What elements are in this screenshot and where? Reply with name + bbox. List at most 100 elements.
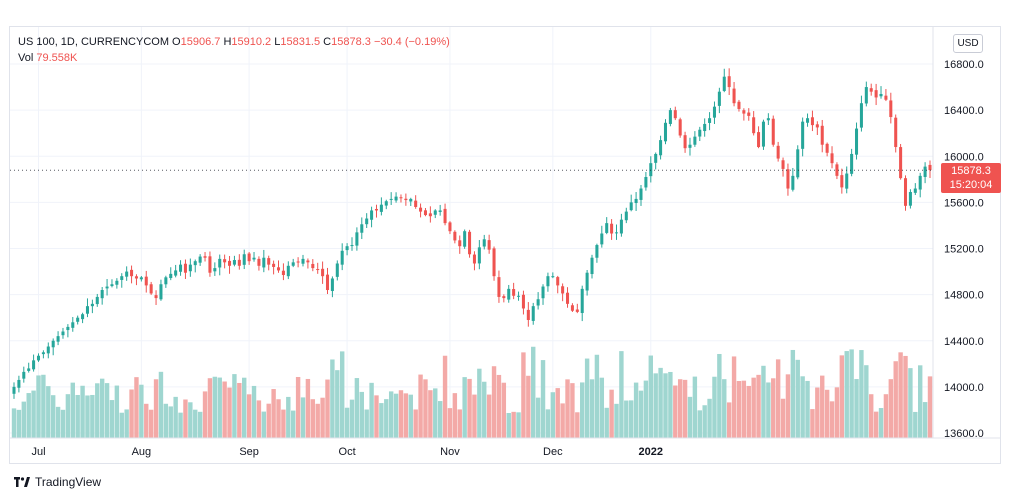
candle — [379, 197, 383, 216]
candle — [335, 260, 339, 281]
volume-bar — [158, 371, 164, 438]
candle — [95, 293, 99, 307]
candle-body — [899, 147, 903, 179]
candle — [237, 254, 241, 270]
candle — [644, 171, 648, 191]
volume-bar — [766, 382, 771, 438]
currency-button[interactable]: USD — [953, 34, 983, 53]
candle — [340, 243, 344, 271]
volume-bar — [330, 359, 335, 438]
volume-bar — [673, 385, 678, 438]
candle — [61, 327, 65, 339]
candle — [169, 267, 173, 281]
candle-body — [913, 188, 917, 193]
candle-body — [350, 245, 354, 247]
last-price-value: 15878.3 — [951, 165, 991, 177]
candle — [193, 259, 197, 273]
candle-body — [36, 355, 41, 361]
volume-bar — [824, 389, 830, 438]
candle — [771, 115, 775, 147]
price-tick-label: 15200.0 — [944, 244, 984, 256]
candle-body — [595, 245, 599, 258]
candle — [668, 107, 672, 127]
volume-legend: Vol 79.558K — [18, 52, 77, 64]
time-axis: Jul Aug Sep Oct Nov Dec 2022 — [31, 446, 663, 458]
candle-body — [335, 263, 339, 277]
candle-body — [634, 198, 638, 204]
candle-body — [242, 254, 246, 265]
candle-body — [110, 284, 114, 287]
volume-bar — [873, 411, 879, 438]
close-value: 15878.3 — [331, 36, 371, 48]
candle-body — [835, 164, 839, 176]
price-tick-label: 14000.0 — [944, 382, 984, 394]
price-tick-label: 16000.0 — [944, 151, 984, 163]
candle-body — [791, 175, 795, 190]
candle-body — [237, 259, 241, 266]
volume-bar — [560, 403, 565, 438]
candle — [350, 237, 354, 251]
volume-bar — [153, 379, 159, 438]
candle-body — [742, 110, 746, 114]
candle-body — [41, 352, 45, 355]
volume-bar — [398, 390, 404, 438]
volume-bar — [584, 358, 590, 438]
volume-bar — [589, 379, 595, 438]
candle — [605, 217, 609, 235]
branding[interactable]: TradingView — [14, 475, 101, 489]
candle — [32, 354, 36, 372]
candle-body — [433, 210, 437, 215]
candle — [247, 251, 251, 265]
candle — [468, 229, 472, 258]
volume-bar — [457, 409, 462, 438]
volume-bar — [922, 402, 928, 438]
volume-bar — [300, 397, 306, 438]
candle — [634, 192, 638, 211]
volume-label[interactable]: Vol — [18, 52, 34, 64]
candle-body — [208, 256, 212, 273]
candle — [517, 291, 521, 301]
candle — [144, 270, 148, 293]
volume-bar — [437, 401, 443, 438]
candle-body — [830, 153, 834, 164]
volume-bar — [663, 373, 668, 438]
volume-bar — [540, 360, 546, 438]
candle-body — [213, 268, 217, 272]
volume-bar — [124, 409, 129, 438]
candle-body — [56, 336, 60, 342]
last-price-badge: 15878.3 15:20:04 — [941, 163, 1001, 193]
volume-bar — [295, 376, 301, 438]
candle — [482, 234, 486, 250]
candle — [81, 312, 85, 324]
candle — [717, 87, 721, 114]
candle-body — [174, 270, 178, 276]
candle-body — [703, 123, 707, 132]
candle-body — [708, 118, 712, 123]
candle-body — [526, 309, 530, 320]
volume-bar — [26, 393, 31, 438]
candle — [747, 108, 751, 121]
candle — [708, 112, 712, 131]
time-tick-label: Dec — [543, 446, 563, 458]
candle — [556, 275, 560, 294]
candle — [600, 225, 604, 248]
candle — [845, 166, 849, 194]
volume-bar — [643, 380, 649, 438]
volume-bar — [129, 389, 134, 438]
candle-body — [600, 233, 604, 245]
symbol-name[interactable]: US 100, 1D, CURRENCYCOM — [18, 36, 169, 48]
candle-body — [570, 305, 574, 311]
candle-body — [120, 276, 124, 280]
volume-bar — [692, 376, 698, 438]
candle-body — [399, 197, 403, 199]
candle — [850, 148, 854, 177]
candle-body — [477, 247, 481, 264]
volume-bar — [315, 403, 320, 438]
candle — [311, 259, 315, 272]
candle — [423, 207, 427, 217]
candle — [659, 135, 663, 160]
candle-body — [644, 177, 648, 188]
volume-bar — [570, 383, 575, 438]
volume-bar — [771, 378, 776, 438]
